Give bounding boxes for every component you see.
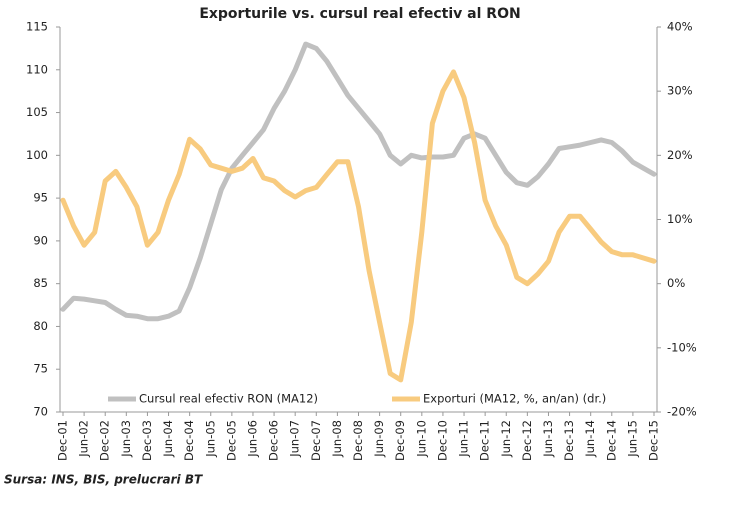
x-tick-label: Dec-05 xyxy=(224,420,238,461)
x-tick-label: Jun-07 xyxy=(288,420,302,458)
x-tick-label: Dec-08 xyxy=(351,420,365,461)
x-tick-label: Dec-09 xyxy=(393,420,407,461)
x-tick-label: Dec-06 xyxy=(267,420,281,461)
series-line xyxy=(60,69,657,383)
x-tick-label: Jun-04 xyxy=(161,420,175,458)
y2-tick-label: 40% xyxy=(667,20,693,34)
y-tick-label: 75 xyxy=(33,362,48,376)
x-tick-label: Jun-06 xyxy=(245,420,259,458)
y-tick-label: 80 xyxy=(33,319,48,333)
x-tick-label: Dec-11 xyxy=(478,420,492,461)
x-tick-label: Dec-14 xyxy=(604,420,618,461)
y-tick-label: 115 xyxy=(26,20,48,34)
x-tick-label: Dec-02 xyxy=(98,420,112,461)
x-tick-label: Dec-15 xyxy=(647,420,661,461)
source: Sursa: INS, BIS, prelucrari BT xyxy=(4,473,203,487)
x-tick-label: Jun-05 xyxy=(203,420,217,458)
y2-tick-label: 30% xyxy=(667,84,693,98)
chart-title: Exporturile vs. cursul real efectiv al R… xyxy=(199,6,520,22)
y-tick-label: 85 xyxy=(33,276,48,290)
x-tick-label: Dec-12 xyxy=(520,420,534,461)
x-tick-label: Jun-12 xyxy=(499,420,513,458)
x-tick-label: Dec-04 xyxy=(182,420,196,461)
y-tick-label: 90 xyxy=(33,233,48,247)
x-tick-label: Jun-11 xyxy=(457,420,471,458)
x-tick-label: Jun-02 xyxy=(77,420,91,458)
x-tick-label: Jun-15 xyxy=(625,420,639,458)
x-tick-label: Dec-13 xyxy=(562,420,576,461)
y2-tick-label: 20% xyxy=(667,148,693,162)
legend-label: Cursul real efectiv RON (MA12) xyxy=(139,392,318,406)
x-tick-label: Dec-01 xyxy=(56,420,70,461)
y-tick-label: 70 xyxy=(33,405,48,419)
x-tick-label: Jun-03 xyxy=(119,420,133,458)
x-tick-label: Jun-08 xyxy=(330,420,344,458)
x-tick-label: Dec-07 xyxy=(309,420,323,461)
y2-tick-label: 0% xyxy=(667,276,685,290)
y-tick-label: 100 xyxy=(26,148,48,162)
x-tick-label: Dec-10 xyxy=(435,420,449,461)
y-tick-label: 95 xyxy=(33,191,48,205)
x-tick-label: Jun-14 xyxy=(583,420,597,458)
y2-tick-label: 10% xyxy=(667,212,693,226)
y2-tick-label: -10% xyxy=(667,340,697,354)
x-tick-label: Jun-10 xyxy=(414,420,428,458)
series-line xyxy=(60,41,657,322)
legend-label: Exporturi (MA12, %, an/an) (dr.) xyxy=(423,392,606,406)
x-tick-label: Dec-03 xyxy=(140,420,154,461)
x-tick-label: Jun-13 xyxy=(541,420,555,458)
x-tick-label: Jun-09 xyxy=(372,420,386,458)
y2-tick-label: -20% xyxy=(667,405,697,419)
y-tick-label: 110 xyxy=(26,62,48,76)
y-tick-label: 105 xyxy=(26,105,48,119)
